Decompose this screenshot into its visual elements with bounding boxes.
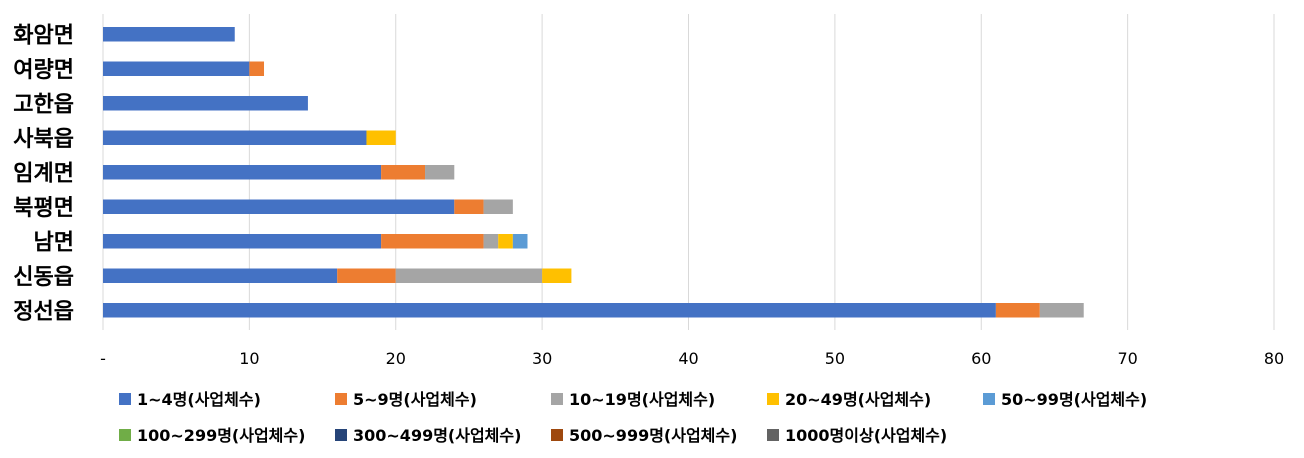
bar-segment (103, 61, 250, 76)
category-label: 화암면 (13, 23, 74, 48)
legend-label: 1~4명(사업체수) (137, 390, 261, 409)
bar-segment (483, 199, 513, 214)
category-label: 남면 (34, 230, 74, 255)
legend-swatch (119, 429, 131, 441)
legend-swatch (767, 393, 779, 405)
x-tick-label: 20 (386, 349, 406, 368)
bar-segment (425, 165, 455, 180)
x-tick-label: - (100, 349, 106, 368)
x-tick-label: 70 (1117, 349, 1137, 368)
category-label: 신동읍 (13, 265, 74, 290)
x-tick-label: 60 (971, 349, 991, 368)
category-label: 북평면 (13, 196, 74, 221)
legend-swatch (551, 393, 563, 405)
legend: 1~4명(사업체수) 5~9명(사업체수) 10~19명(사업체수) 20~49명(사… (119, 390, 1147, 445)
bar-segment (454, 199, 484, 214)
category-label: 여량면 (13, 58, 74, 83)
x-tick-label: 30 (532, 349, 552, 368)
legend-label: 100~299명(사업체수) (137, 426, 305, 445)
legend-swatch (551, 429, 563, 441)
bar-segment (103, 303, 996, 318)
bar-segment (542, 268, 572, 283)
bars (103, 27, 1084, 318)
legend-label: 300~499명(사업체수) (353, 426, 521, 445)
bar-segment (498, 234, 513, 249)
legend-label: 5~9명(사업체수) (353, 390, 477, 409)
category-label: 임계면 (13, 161, 74, 186)
bar-segment (103, 234, 382, 249)
x-tick-labels: - 10 20 30 40 50 60 70 80 (100, 349, 1284, 368)
bar-segment (103, 165, 382, 180)
bar-segment (995, 303, 1040, 318)
bar-segment (381, 165, 426, 180)
bar-segment (381, 234, 484, 249)
bar-segment (366, 130, 396, 145)
legend-swatch (335, 429, 347, 441)
bar-segment (103, 27, 235, 42)
x-tick-label: 50 (825, 349, 845, 368)
bar-segment (103, 268, 338, 283)
legend-label: 500~999명(사업체수) (569, 426, 737, 445)
legend-swatch (119, 393, 131, 405)
x-tick-label: 80 (1264, 349, 1284, 368)
bar-segment (103, 96, 308, 111)
legend-label: 1000명이상(사업체수) (785, 426, 947, 445)
legend-swatch (767, 429, 779, 441)
category-label: 고한읍 (13, 92, 74, 117)
bar-segment (249, 61, 265, 76)
legend-label: 20~49명(사업체수) (785, 390, 931, 409)
bar-segment (103, 130, 367, 145)
category-label: 사북읍 (13, 127, 74, 152)
legend-swatch (335, 393, 347, 405)
bar-segment (1039, 303, 1084, 318)
x-tick-label: 10 (239, 349, 259, 368)
legend-swatch (983, 393, 995, 405)
legend-label: 10~19명(사업체수) (569, 390, 715, 409)
legend-label: 50~99명(사업체수) (1001, 390, 1147, 409)
category-label: 정선읍 (13, 299, 74, 324)
bar-segment (395, 268, 543, 283)
x-tick-label: 40 (678, 349, 698, 368)
bar-segment (483, 234, 499, 249)
bar-segment (103, 199, 455, 214)
bar-segment (337, 268, 396, 283)
bar-segment (512, 234, 528, 249)
